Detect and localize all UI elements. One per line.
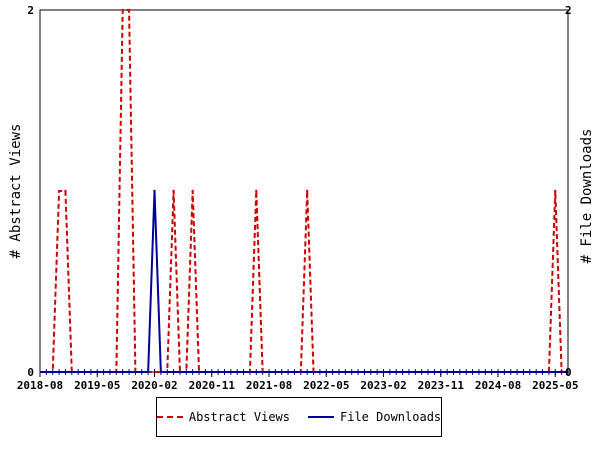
x-tick-label: 2020-02 <box>131 379 177 392</box>
x-tick-label: 2020-11 <box>189 379 236 392</box>
legend-label-file-downloads: File Downloads <box>340 410 442 424</box>
y-tick-left-min: 0 <box>27 366 34 379</box>
data-point-abstract-views <box>255 189 258 193</box>
legend-swatch-file-downloads <box>308 416 334 418</box>
x-tick-label: 2021-08 <box>246 379 292 392</box>
y-tick-right-min: 0 <box>565 366 572 379</box>
data-point-file-downloads <box>153 189 156 193</box>
series-line-file-downloads <box>40 190 568 373</box>
x-tick-label: 2023-02 <box>360 379 406 392</box>
x-tick-label: 2025-05 <box>532 379 578 392</box>
y-tick-right-max: 2 <box>565 4 572 17</box>
x-tick-label: 2019-05 <box>74 379 120 392</box>
legend-item-abstract-views: Abstract Views <box>156 410 290 424</box>
data-point-abstract-views <box>127 8 131 12</box>
x-tick-label: 2023-11 <box>418 379 465 392</box>
data-point-abstract-views <box>64 189 67 193</box>
x-tick-label: 2022-05 <box>303 379 349 392</box>
series-layer <box>40 8 568 373</box>
y-tick-left-max: 2 <box>27 4 34 17</box>
data-point-abstract-views <box>191 189 194 193</box>
data-point-abstract-views <box>121 8 124 12</box>
y-axis-label-right: # File Downloads <box>579 129 595 264</box>
legend: Abstract Views File Downloads <box>156 397 442 437</box>
data-point-abstract-views <box>305 189 309 193</box>
data-point-abstract-views <box>554 189 557 193</box>
x-tick-label: 2018-08 <box>17 379 63 392</box>
data-point-abstract-views <box>172 189 175 193</box>
legend-item-file-downloads: File Downloads <box>308 410 441 424</box>
x-ticks: 2018-08 2019-05 2020-02 2020-11 2021-08 2022-… <box>17 372 578 392</box>
y-axis-label-left: # Abstract Views <box>8 124 24 259</box>
legend-label-abstract-views: Abstract Views <box>188 410 290 424</box>
data-point-abstract-views <box>57 189 61 193</box>
plot-area <box>39 9 569 373</box>
legend-swatch-abstract-views <box>156 416 183 418</box>
x-tick-label: 2024-08 <box>475 379 521 392</box>
